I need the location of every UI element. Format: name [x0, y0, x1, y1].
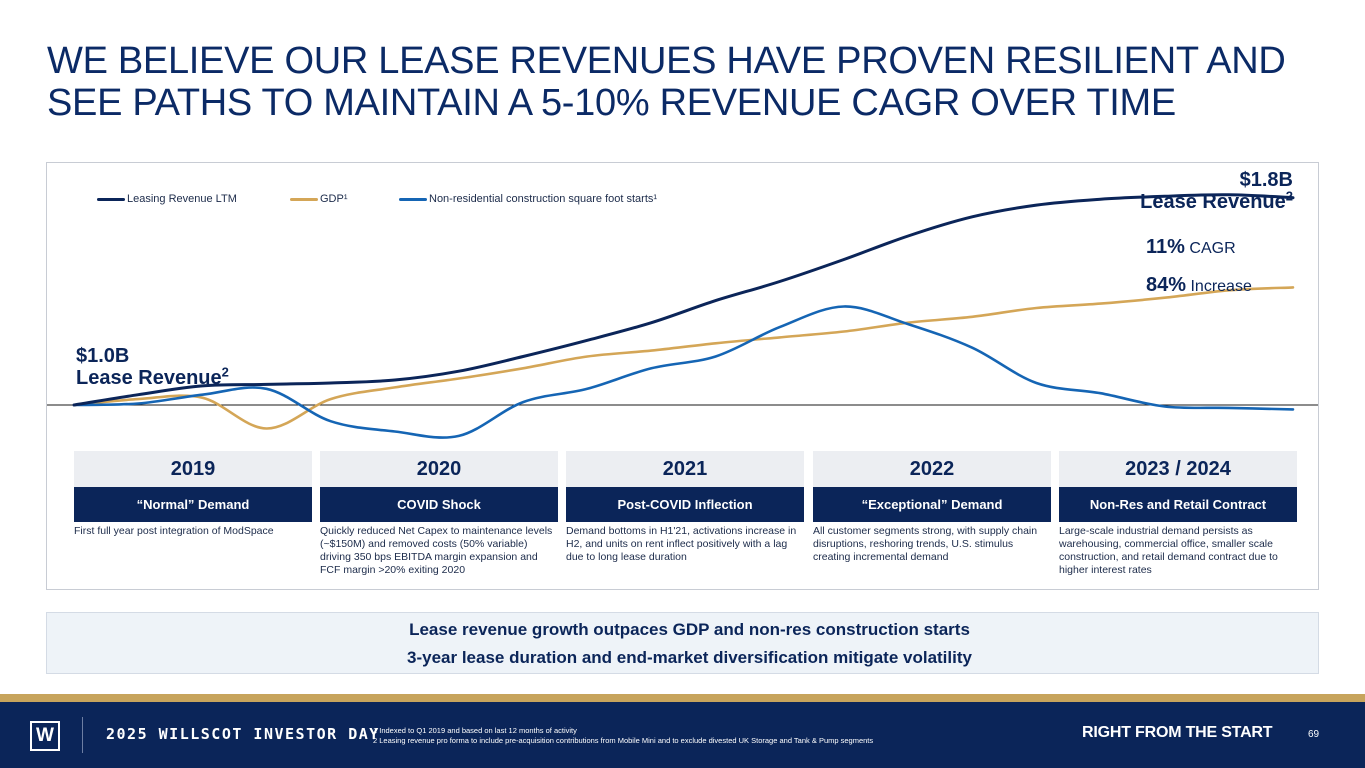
chart-panel: Leasing Revenue LTM GDP¹ Non-residential…	[46, 162, 1319, 590]
footer: W 2025 WILLSCOT INVESTOR DAY 1 Indexed t…	[0, 702, 1365, 768]
phase-2020: 2020 COVID Shock Quickly reduced Net Cap…	[320, 451, 558, 577]
phase-label: COVID Shock	[320, 487, 558, 522]
legend-item-leasing-revenue: Leasing Revenue LTM	[97, 193, 237, 205]
leasing-revenue-line	[72, 193, 1295, 407]
phase-year: 2020	[320, 451, 558, 487]
footer-divider	[82, 717, 83, 753]
title-line-2: SEE PATHS TO MAINTAIN A 5-10% REVENUE CA…	[47, 82, 1176, 124]
nonres-starts-line	[72, 305, 1295, 439]
gdp-line	[72, 286, 1295, 430]
footnote-1: 1 Indexed to Q1 2019 and based on last 1…	[373, 726, 577, 735]
footnotes: 1 Indexed to Q1 2019 and based on last 1…	[373, 726, 873, 745]
phase-label: “Normal” Demand	[74, 487, 312, 522]
page-title: WE BELIEVE OUR LEASE REVENUES HAVE PROVE…	[47, 40, 1337, 124]
cagr-value: 11%	[1146, 236, 1185, 258]
phase-description: Large-scale industrial demand persists a…	[1059, 525, 1278, 576]
page-number: 69	[1308, 729, 1320, 740]
legend-item-gdp: GDP¹	[290, 193, 348, 205]
end-revenue-label: Lease Revenue	[1140, 191, 1286, 213]
end-revenue-annotation: $1.8B Lease Revenue2	[1140, 169, 1293, 213]
phase-year: 2022	[813, 451, 1051, 487]
title-line-1: WE BELIEVE OUR LEASE REVENUES HAVE PROVE…	[47, 40, 1286, 82]
phase-year: 2019	[74, 451, 312, 487]
legend-item-nonres-starts: Non-residential construction square foot…	[399, 193, 657, 205]
legend-swatch	[399, 197, 427, 201]
phase-description: First full year post integration of ModS…	[74, 525, 274, 537]
legend-swatch	[290, 197, 318, 201]
phase-year: 2021	[566, 451, 804, 487]
phase-2022: 2022 “Exceptional” Demand All customer s…	[813, 451, 1051, 564]
phase-2019: 2019 “Normal” Demand First full year pos…	[74, 451, 312, 538]
legend-label: GDP¹	[320, 193, 348, 205]
start-revenue-label: Lease Revenue	[76, 367, 222, 389]
legend-label: Leasing Revenue LTM	[127, 193, 237, 205]
phase-label: Post-COVID Inflection	[566, 487, 804, 522]
phase-2023-2024: 2023 / 2024 Non-Res and Retail Contract …	[1059, 451, 1297, 577]
willscot-logo: W	[30, 721, 60, 751]
cagr-stat: 11% CAGR	[1146, 236, 1236, 259]
phase-label: “Exceptional” Demand	[813, 487, 1051, 522]
phase-description: Demand bottoms in H1'21, activations inc…	[566, 525, 797, 563]
increase-label: Increase	[1190, 278, 1252, 295]
phase-label: Non-Res and Retail Contract	[1059, 487, 1297, 522]
start-revenue-annotation: $1.0B Lease Revenue2	[76, 345, 229, 389]
phase-year: 2023 / 2024	[1059, 451, 1297, 487]
increase-stat: 84% Increase	[1146, 274, 1252, 297]
footnote-ref: 2	[221, 364, 229, 380]
phase-description: Quickly reduced Net Capex to maintenance…	[320, 525, 553, 576]
tagline: RIGHT FROM THE START	[1082, 724, 1273, 741]
footnote-2: 2 Leasing revenue pro forma to include p…	[373, 735, 874, 745]
start-revenue-value: $1.0B	[76, 345, 130, 367]
footer-accent-bar	[0, 694, 1365, 702]
legend-swatch	[97, 197, 125, 201]
summary-line-2: 3-year lease duration and end-market div…	[407, 648, 972, 667]
summary-callout: Lease revenue growth outpaces GDP and no…	[46, 612, 1319, 674]
phase-description: All customer segments strong, with suppl…	[813, 525, 1038, 563]
footnote-ref: 2	[1285, 188, 1293, 204]
line-chart	[47, 193, 1318, 439]
summary-line-1: Lease revenue growth outpaces GDP and no…	[409, 620, 970, 639]
cagr-label: CAGR	[1189, 240, 1236, 257]
series-layer	[72, 193, 1295, 439]
legend-label: Non-residential construction square foot…	[429, 193, 658, 205]
increase-value: 84%	[1146, 274, 1187, 296]
event-name: 2025 WILLSCOT INVESTOR DAY	[106, 725, 380, 743]
phase-2021: 2021 Post-COVID Inflection Demand bottom…	[566, 451, 804, 564]
end-revenue-value: $1.8B	[1239, 169, 1293, 191]
